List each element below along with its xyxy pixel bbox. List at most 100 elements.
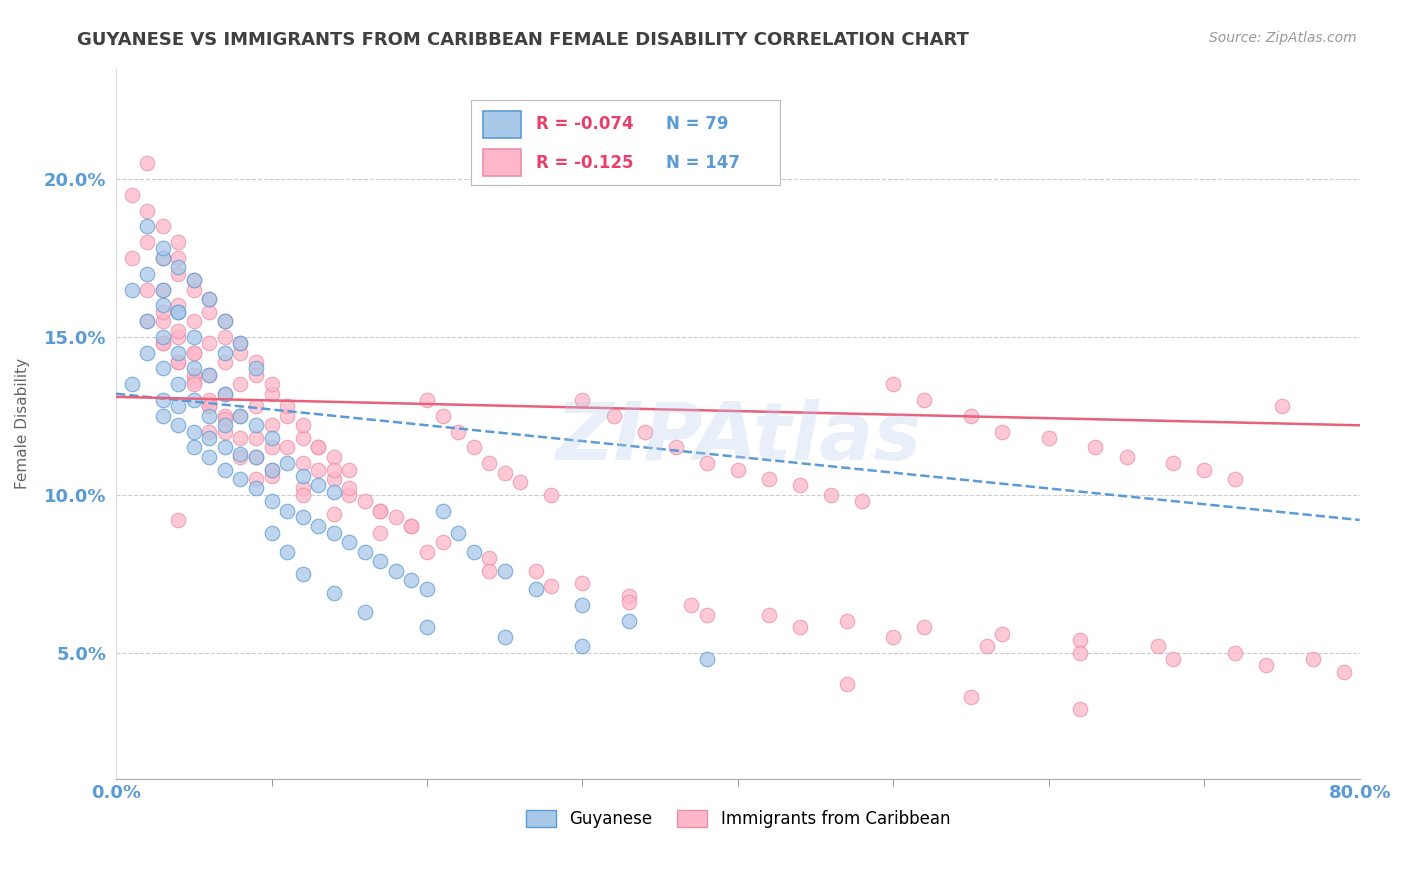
Point bbox=[229, 409, 252, 423]
Point bbox=[245, 355, 267, 369]
Point bbox=[385, 564, 408, 578]
Point bbox=[789, 478, 811, 492]
Point bbox=[665, 441, 688, 455]
Point bbox=[260, 418, 283, 433]
Y-axis label: Female Disability: Female Disability bbox=[15, 359, 30, 490]
Point bbox=[494, 564, 516, 578]
Point bbox=[401, 519, 423, 533]
Point bbox=[416, 544, 439, 558]
Point bbox=[991, 425, 1014, 439]
Point bbox=[183, 425, 205, 439]
Point bbox=[198, 368, 221, 382]
Point bbox=[214, 386, 236, 401]
Point bbox=[167, 235, 190, 249]
Point bbox=[1161, 652, 1184, 666]
Point bbox=[353, 544, 375, 558]
Point bbox=[337, 535, 360, 549]
Point bbox=[167, 330, 190, 344]
Point bbox=[183, 273, 205, 287]
Point bbox=[245, 482, 267, 496]
Point bbox=[183, 361, 205, 376]
Point bbox=[322, 462, 344, 476]
Point bbox=[121, 251, 143, 265]
Point bbox=[447, 425, 470, 439]
Point bbox=[245, 361, 267, 376]
Point bbox=[524, 564, 547, 578]
Point bbox=[524, 582, 547, 597]
Point bbox=[260, 494, 283, 508]
Point bbox=[214, 409, 236, 423]
Text: N = 79: N = 79 bbox=[666, 115, 728, 134]
Point bbox=[152, 283, 174, 297]
Point bbox=[322, 585, 344, 599]
Point bbox=[152, 251, 174, 265]
Point bbox=[291, 488, 314, 502]
Point bbox=[214, 418, 236, 433]
Point bbox=[276, 456, 298, 470]
Point bbox=[229, 447, 252, 461]
Point bbox=[602, 409, 624, 423]
Point bbox=[152, 409, 174, 423]
Point bbox=[353, 494, 375, 508]
Point bbox=[447, 525, 470, 540]
Point bbox=[167, 251, 190, 265]
Point bbox=[540, 579, 562, 593]
Point bbox=[976, 640, 998, 654]
FancyBboxPatch shape bbox=[484, 111, 520, 138]
Point bbox=[198, 368, 221, 382]
Point bbox=[198, 431, 221, 445]
Point bbox=[245, 472, 267, 486]
Point bbox=[337, 482, 360, 496]
Point bbox=[167, 418, 190, 433]
Point bbox=[571, 640, 593, 654]
Point bbox=[214, 425, 236, 439]
Point bbox=[463, 441, 485, 455]
Point bbox=[229, 472, 252, 486]
Point bbox=[198, 304, 221, 318]
Point bbox=[1161, 456, 1184, 470]
Point bbox=[432, 535, 454, 549]
Point bbox=[167, 304, 190, 318]
Point bbox=[820, 488, 842, 502]
Point bbox=[183, 368, 205, 382]
Point bbox=[229, 336, 252, 351]
Point bbox=[214, 330, 236, 344]
Point bbox=[276, 503, 298, 517]
Point bbox=[291, 468, 314, 483]
Point bbox=[307, 519, 329, 533]
Point bbox=[167, 304, 190, 318]
Point bbox=[291, 431, 314, 445]
Point bbox=[322, 484, 344, 499]
Point bbox=[229, 377, 252, 392]
Point bbox=[633, 425, 655, 439]
Point bbox=[960, 409, 983, 423]
Point bbox=[260, 386, 283, 401]
Legend: Guyanese, Immigrants from Caribbean: Guyanese, Immigrants from Caribbean bbox=[519, 803, 956, 835]
Point bbox=[152, 314, 174, 328]
Point bbox=[183, 330, 205, 344]
Point bbox=[167, 267, 190, 281]
Point bbox=[1115, 450, 1137, 464]
Point bbox=[245, 418, 267, 433]
Text: R = -0.125: R = -0.125 bbox=[536, 153, 634, 171]
Point bbox=[152, 298, 174, 312]
Point bbox=[167, 513, 190, 527]
Point bbox=[617, 595, 640, 609]
Point bbox=[245, 400, 267, 414]
Point bbox=[696, 652, 718, 666]
Point bbox=[307, 462, 329, 476]
Point bbox=[370, 525, 392, 540]
Point bbox=[245, 368, 267, 382]
Point bbox=[276, 409, 298, 423]
Point bbox=[152, 336, 174, 351]
Point bbox=[198, 292, 221, 306]
Point bbox=[416, 620, 439, 634]
Point bbox=[882, 630, 904, 644]
Point bbox=[183, 392, 205, 407]
Point bbox=[260, 431, 283, 445]
Point bbox=[758, 472, 780, 486]
Point bbox=[322, 450, 344, 464]
Point bbox=[463, 544, 485, 558]
Point bbox=[401, 519, 423, 533]
Point bbox=[167, 355, 190, 369]
